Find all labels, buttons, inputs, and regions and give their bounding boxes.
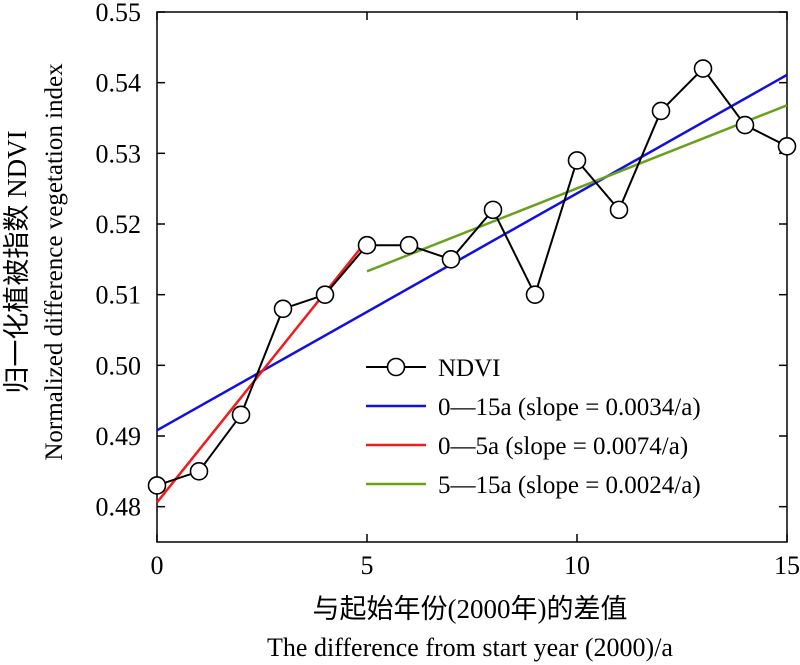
y-tick-label: 0.55: [96, 0, 142, 27]
y-axis-label-en: Normalized difference vegetation index: [41, 63, 68, 461]
ndvi-point: [189, 462, 209, 481]
ndvi-point: [483, 200, 503, 220]
x-axis-ticks: 0 5 10 15: [151, 12, 800, 580]
ndvi-point: [777, 136, 797, 156]
legend-swatch-marker: [386, 357, 406, 377]
ndvi-point: [399, 235, 419, 255]
legend-label: NDVI: [438, 355, 501, 382]
y-axis-label-cn: 归一化植被指数 NDVI: [2, 130, 32, 393]
plot-border: [156, 11, 788, 543]
ndvi-point: [567, 151, 587, 170]
y-axis-ticks: 0.48 0.49 0.50 0.51 0.52 0.53 0.54 0.55: [96, 0, 787, 522]
legend-label: 5—15a (slope = 0.0024/a): [438, 472, 701, 499]
x-axis-label-en: The difference from start year (2000)/a: [267, 633, 673, 662]
ndvi-point: [231, 405, 251, 425]
ndvi-point: [525, 285, 545, 304]
ndvi-point: [651, 101, 671, 121]
ndvi-point: [609, 200, 629, 220]
y-tick-label: 0.49: [96, 422, 142, 451]
ndvi-point: [273, 299, 293, 319]
legend-label: 0—15a (slope = 0.0034/a): [438, 394, 701, 421]
y-tick-label: 0.52: [96, 210, 142, 239]
x-tick-label: 5: [361, 551, 374, 580]
plot-frame: [156, 11, 788, 543]
y-tick-label: 0.53: [96, 139, 142, 168]
x-tick-label: 0: [151, 551, 164, 580]
x-tick-label: 10: [564, 551, 590, 580]
x-axis-label-cn: 与起始年份(2000年)的差值: [313, 594, 628, 624]
series-layer: [147, 59, 797, 504]
legend-label: 0—5a (slope = 0.0074/a): [438, 433, 688, 460]
legend: NDVI 0—15a (slope = 0.0034/a) 0—5a (slope …: [366, 355, 701, 499]
ndvi-point: [735, 115, 755, 135]
ndvi-point: [441, 250, 461, 269]
ndvi-point: [357, 235, 377, 255]
y-tick-label: 0.48: [96, 493, 142, 522]
ndvi-point: [693, 59, 713, 78]
ndvi-line: [156, 67, 788, 487]
y-tick-label: 0.50: [96, 351, 142, 380]
x-tick-label: 15: [774, 551, 800, 580]
trend-line-3: [366, 104, 788, 273]
ndvi-point: [147, 476, 167, 495]
ndvi-point: [315, 285, 335, 304]
y-tick-label: 0.54: [96, 69, 142, 98]
trend-line-2: [156, 239, 368, 504]
y-tick-label: 0.51: [96, 281, 142, 310]
